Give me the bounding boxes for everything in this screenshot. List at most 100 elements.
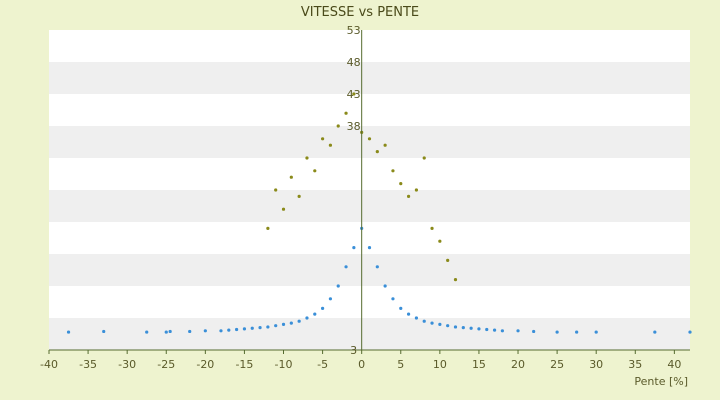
scatter-point bbox=[391, 297, 395, 301]
scatter-point bbox=[281, 207, 286, 211]
x-tick-label: -25 bbox=[157, 358, 175, 371]
scatter-point bbox=[274, 324, 278, 328]
scatter-point bbox=[242, 327, 247, 331]
scatter-point bbox=[516, 329, 520, 333]
scatter-point bbox=[305, 316, 309, 320]
scatter-point bbox=[297, 319, 301, 323]
scatter-point bbox=[250, 326, 254, 330]
y-tick-label: 48 bbox=[347, 56, 361, 69]
scatter-point bbox=[289, 175, 293, 179]
scatter-point bbox=[555, 330, 559, 334]
plot-band bbox=[49, 158, 690, 190]
scatter-point bbox=[352, 246, 356, 250]
scatter-point bbox=[492, 328, 497, 332]
scatter-point bbox=[145, 330, 149, 334]
scatter-point bbox=[219, 329, 223, 333]
scatter-point bbox=[289, 321, 293, 325]
scatter-point bbox=[266, 325, 270, 329]
scatter-point bbox=[227, 328, 231, 332]
x-tick-label: 10 bbox=[433, 358, 447, 371]
scatter-point bbox=[653, 330, 657, 334]
y-tick-label: 43 bbox=[347, 88, 361, 101]
y-tick-label: 3 bbox=[350, 344, 357, 357]
scatter-point bbox=[320, 306, 325, 310]
scatter-point bbox=[383, 284, 387, 288]
x-tick-label: -40 bbox=[40, 358, 58, 371]
y-tick-label: 53 bbox=[347, 24, 361, 37]
x-tick-label: 30 bbox=[589, 358, 603, 371]
scatter-point bbox=[203, 329, 207, 333]
plot-band bbox=[49, 254, 690, 286]
scatter-point bbox=[406, 194, 411, 198]
scatter-point bbox=[168, 329, 172, 334]
scatter-point bbox=[688, 330, 692, 334]
scatter-point bbox=[399, 182, 403, 186]
x-tick-label: -30 bbox=[118, 358, 136, 371]
x-tick-label: 20 bbox=[511, 358, 525, 371]
plot-band bbox=[49, 62, 690, 94]
scatter-point bbox=[430, 321, 434, 325]
scatter-point bbox=[453, 278, 458, 282]
scatter-point bbox=[336, 284, 340, 288]
x-tick-label: 15 bbox=[472, 358, 486, 371]
scatter-point bbox=[438, 322, 442, 326]
scatter-point bbox=[500, 329, 504, 333]
scatter-point bbox=[391, 169, 395, 173]
scatter-point bbox=[461, 326, 465, 330]
x-tick-label: 40 bbox=[667, 358, 681, 371]
scatter-point bbox=[422, 319, 426, 323]
scatter-point bbox=[469, 326, 473, 330]
scatter-point bbox=[414, 316, 419, 320]
plot-band bbox=[49, 286, 690, 318]
scatter-point bbox=[258, 326, 262, 330]
x-tick-label: 0 bbox=[358, 358, 365, 371]
scatter-point bbox=[422, 156, 426, 160]
scatter-point bbox=[266, 226, 270, 230]
scatter-point bbox=[352, 92, 356, 96]
scatter-point bbox=[594, 330, 598, 334]
scatter-point bbox=[532, 329, 536, 334]
x-tick-label: -20 bbox=[196, 358, 214, 371]
chart-title: VITESSE vs PENTE bbox=[301, 5, 419, 20]
x-tick-label: -35 bbox=[79, 358, 97, 371]
x-tick-label: -15 bbox=[235, 358, 253, 371]
scatter-point bbox=[297, 194, 301, 198]
x-tick-label: 25 bbox=[550, 358, 564, 371]
scatter-point bbox=[305, 156, 309, 160]
scatter-point bbox=[375, 265, 379, 269]
scatter-point bbox=[274, 188, 278, 192]
scatter-point bbox=[336, 124, 340, 128]
x-axis-title: Pente [%] bbox=[634, 375, 688, 388]
scatter-point bbox=[66, 330, 71, 334]
scatter-point bbox=[575, 330, 579, 334]
scatter-point bbox=[477, 327, 481, 331]
scatter-point bbox=[235, 327, 239, 332]
scatter-point bbox=[375, 150, 379, 154]
scatter-point bbox=[414, 188, 419, 192]
scatter-point bbox=[313, 169, 317, 173]
y-tick-label: 38 bbox=[347, 120, 361, 133]
plot-band bbox=[49, 126, 690, 158]
x-tick-label: 35 bbox=[628, 358, 642, 371]
scatter-point bbox=[399, 306, 403, 310]
scatter-point bbox=[485, 327, 489, 332]
scatter-point bbox=[313, 312, 317, 316]
plot-band bbox=[49, 30, 690, 62]
x-tick-label: -5 bbox=[317, 358, 328, 371]
plot-band bbox=[49, 190, 690, 222]
plot-band bbox=[49, 318, 690, 350]
x-tick-label: 5 bbox=[397, 358, 404, 371]
x-tick-label: -10 bbox=[275, 358, 293, 371]
scatter-point bbox=[281, 322, 286, 326]
scatter-point bbox=[383, 143, 387, 147]
scatter-point bbox=[320, 137, 325, 141]
plot-band bbox=[49, 94, 690, 126]
scatter-point bbox=[328, 143, 333, 147]
scatter-point bbox=[446, 324, 450, 328]
scatter-point bbox=[102, 329, 106, 334]
scatter-point bbox=[367, 246, 372, 250]
scatter-point bbox=[438, 239, 442, 243]
scatter-point bbox=[188, 329, 192, 334]
